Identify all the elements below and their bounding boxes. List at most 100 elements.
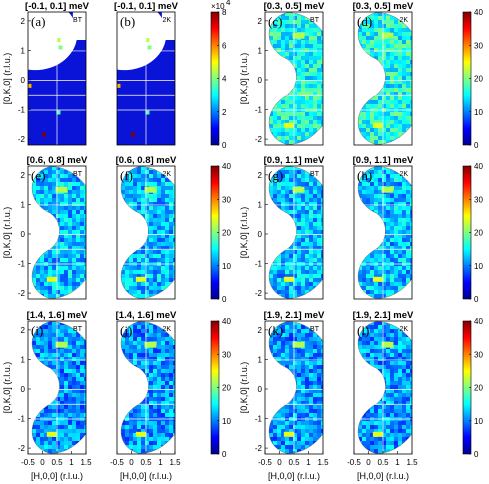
y-tick-label: -2	[18, 444, 26, 453]
bragg-peak	[28, 83, 32, 88]
x-tick-label: -0.5	[258, 458, 272, 467]
colorbar-tick-label: 40	[474, 162, 483, 171]
panel-label: (b)	[120, 14, 135, 29]
panel-j: [1.4, 1.6] meV (j) 2K -0.5 0 0.5 1 1.5 [H,0,0] (…	[110, 310, 181, 481]
bragg-peak	[41, 132, 46, 137]
y-axis-label: [0,K,0] (r.l.u.)	[2, 362, 12, 414]
y-tick-label: 1	[258, 200, 263, 209]
panel-l: [1.9, 2.1] meV (l) 2K -0.5 0 0.5 1 1.5 [H,0,0] (…	[347, 310, 418, 481]
panel-title: [1.9, 2.1] meV	[353, 310, 414, 321]
x-tick-label: 1.5	[317, 458, 329, 467]
colorbar: 0 10 20 30 40	[462, 8, 483, 150]
x-tick-label: -0.5	[21, 458, 35, 467]
x-tick-label: 0.5	[288, 458, 300, 467]
bragg-peak	[147, 45, 152, 50]
axes-frame	[353, 11, 413, 146]
panel-label: (e)	[31, 168, 45, 183]
x-axis-label: [H,0,0] (r.l.u.)	[268, 471, 320, 481]
panel-tag: 2K	[162, 326, 171, 333]
panel-title: [0.9, 1.1] meV	[264, 155, 325, 166]
y-tick-label: -2	[255, 444, 263, 453]
y-tick-label: 1	[21, 200, 26, 209]
zone-boundaries	[354, 166, 412, 299]
colorbar-exponent: 4	[226, 0, 231, 7]
x-tick-label: 0	[40, 458, 45, 467]
y-tick-label: 2	[21, 326, 26, 335]
colorbar: 0 10 20 30 40	[210, 317, 231, 459]
y-axis-label: [0,K,0] (r.l.u.)	[239, 207, 249, 259]
y-tick-label: 1	[258, 46, 263, 55]
panel-title: [0.6, 0.8] meV	[27, 155, 88, 166]
zone-boundaries	[28, 12, 86, 145]
y-tick-label: 1	[258, 355, 263, 364]
colorbar: 0 10 20 30 40	[462, 162, 483, 304]
x-tick-label: 1	[69, 458, 74, 467]
axes-frame	[116, 11, 176, 146]
panel-label: (l)	[357, 323, 369, 338]
y-axis-label: [0,K,0] (r.l.u.)	[2, 53, 12, 105]
colorbar-tick-label: 10	[222, 417, 231, 426]
colorbar-tick-label: 8	[222, 8, 227, 17]
zone-boundaries	[117, 12, 175, 145]
panel-label: (k)	[268, 323, 283, 338]
colorbar-tick-label: 20	[474, 75, 483, 84]
panel-f: [0.6, 0.8] meV (f) 2K	[116, 155, 177, 300]
y-tick-label: -2	[255, 135, 263, 144]
zone-boundaries	[265, 321, 323, 454]
panel-i: [1.4, 1.6] meV (i) BT -2 -1 0 1 2 [0,K,0] (r.l.u…	[2, 310, 92, 481]
x-tick-label: 0	[129, 458, 134, 467]
y-axis-label: [0,K,0] (r.l.u.)	[239, 53, 249, 105]
colorbar-tick-label: 4	[222, 75, 227, 84]
y-tick-label: 2	[258, 326, 263, 335]
bragg-peak	[145, 110, 150, 115]
y-tick-label: -1	[255, 415, 263, 424]
colorbar-tick-label: 40	[474, 8, 483, 17]
panel-tag: BT	[73, 171, 83, 178]
zone-boundaries	[117, 166, 175, 299]
panel-tag: BT	[310, 171, 320, 178]
y-tick-label: 2	[21, 171, 26, 180]
colorbar-tick-label: 0	[474, 450, 479, 459]
panel-h: [0.9, 1.1] meV (h) 2K	[353, 155, 414, 300]
y-tick-label: 0	[258, 76, 263, 85]
y-tick-label: -1	[18, 415, 26, 424]
panel-label: (j)	[120, 323, 132, 338]
colorbar-multiplier: ×10	[211, 2, 225, 11]
panel-title: [1.4, 1.6] meV	[27, 310, 88, 321]
y-tick-label: -2	[18, 289, 26, 298]
panel-d: [0.3, 0.5] meV (d) 2K	[353, 1, 414, 146]
panel-tag: 2K	[162, 17, 171, 24]
colorbar-tick-label: 20	[474, 229, 483, 238]
colorbar-tick-label: 0	[222, 450, 227, 459]
panel-label: (i)	[31, 323, 43, 338]
colorbar: 0 10 20 30 40	[210, 162, 231, 304]
y-tick-label: 0	[21, 385, 26, 394]
panel-label: (f)	[120, 168, 133, 183]
panel-c: [0.3, 0.5] meV (c) BT -2 -1 0 1 2 [0,K,0] (r.l.u…	[239, 1, 325, 146]
panel-label: (a)	[31, 14, 45, 29]
panel-k: [1.9, 2.1] meV (k) BT -2 -1 0 1 2 [0,K,0] (r.l.u…	[239, 310, 329, 481]
panel-label: (d)	[357, 14, 372, 29]
bragg-peak	[117, 83, 121, 88]
panel-title: [0.9, 1.1] meV	[353, 155, 414, 166]
x-tick-label: 0.5	[51, 458, 63, 467]
zone-boundaries	[265, 12, 323, 145]
y-tick-label: 1	[21, 355, 26, 364]
colorbar-tick-label: 20	[222, 229, 231, 238]
colorbar-tick-label: 30	[222, 195, 231, 204]
y-tick-label: 0	[21, 230, 26, 239]
panel-g: [0.9, 1.1] meV (g) BT -2 -1 0 1 2 [0,K,0] (r.l.u…	[239, 155, 325, 300]
colorbar-tick-label: 0	[222, 141, 227, 150]
panel-a: [-0.1, 0.1] meV (a) BT -2 -1 0 1 2 [0,K,0] (r.l.…	[2, 1, 90, 146]
x-tick-label: 1.5	[406, 458, 418, 467]
y-tick-label: 2	[258, 171, 263, 180]
axes-frame	[264, 165, 324, 300]
x-tick-label: 0	[366, 458, 371, 467]
x-axis-label: [H,0,0] (r.l.u.)	[120, 471, 172, 481]
panel-tag: 2K	[399, 171, 408, 178]
panel-tag: 2K	[162, 171, 171, 178]
bragg-peak	[145, 38, 150, 43]
colorbar-tick-label: 20	[222, 384, 231, 393]
colorbar-tick-label: 10	[474, 262, 483, 271]
colorbar-tick-label: 40	[222, 162, 231, 171]
